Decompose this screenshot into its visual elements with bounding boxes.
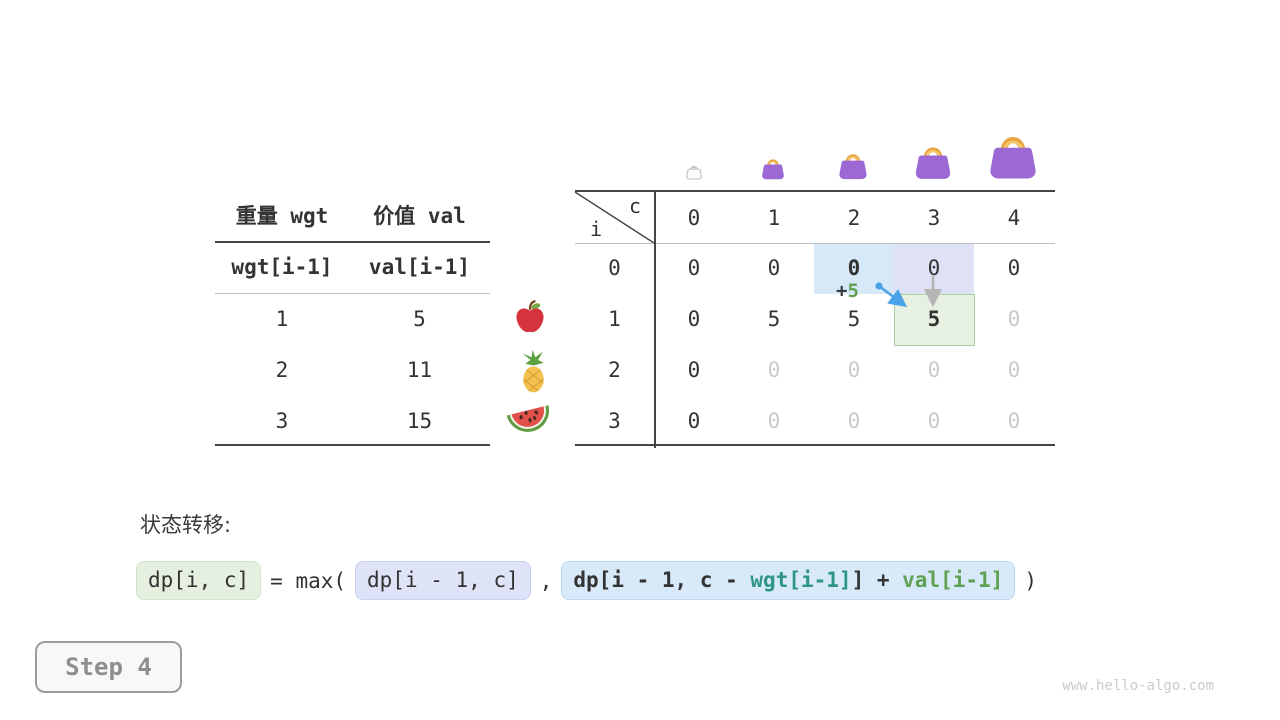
dp-row-header: 0 — [608, 256, 621, 281]
state-transition-formula: dp[i, c] = max( dp[i - 1, c] , dp[i - 1,… — [136, 561, 1037, 601]
dp-col-header: 0 — [687, 205, 701, 230]
close-paren-text: ) — [1024, 568, 1037, 593]
dp-cell-2-2: 0 — [847, 357, 861, 382]
apple-icon — [516, 300, 544, 333]
item-3-value: 15 — [406, 408, 433, 433]
items-table-var-rule — [215, 293, 490, 294]
dp-cell-1-3: 5 — [927, 307, 941, 332]
val-var-cell: val[i-1] — [368, 255, 471, 279]
diagonal-divider — [575, 192, 654, 243]
dp-row-header: 3 — [608, 408, 621, 433]
dp-cell-3-0: 0 — [687, 408, 701, 433]
dp-row-header: 1 — [608, 307, 621, 332]
bag-size-2-icon — [839, 154, 867, 180]
val-term: val[i-1] — [902, 568, 1004, 592]
item-3-weight: 3 — [275, 408, 289, 433]
plus-value-annotation: +5 — [836, 280, 859, 302]
dp-cell-3-2: 0 — [847, 408, 861, 433]
dp-col-header: 1 — [767, 205, 781, 230]
dp-cell-2-4: 0 — [1007, 357, 1021, 382]
item-1-weight: 1 — [275, 306, 289, 331]
dp-corner-cell: c i — [575, 192, 654, 243]
dp-col-header: 3 — [927, 205, 941, 230]
dp-cell-0-4: 0 — [1007, 256, 1021, 281]
watermelon-icon — [506, 405, 550, 432]
dp-cell-1-1: 5 — [767, 307, 781, 332]
weight-column-header: 重量 wgt — [235, 203, 329, 228]
dp-cell-1-2: 5 — [847, 307, 861, 332]
dp-cell-0-1: 0 — [767, 256, 781, 281]
bag-size-3-icon — [915, 147, 951, 179]
state-transition-label: 状态转移: — [140, 513, 232, 537]
dp-cell-2-0: 0 — [687, 357, 701, 382]
dp-cell-3-4: 0 — [1007, 408, 1021, 433]
item-1-value: 5 — [413, 306, 426, 331]
dp-cell-2-1: 0 — [767, 357, 781, 382]
capacity-axis-label: c — [628, 194, 641, 218]
watermark: www.hello-algo.com — [1062, 678, 1214, 694]
pineapple-icon — [522, 349, 544, 393]
items-table-bottom-rule — [215, 444, 490, 446]
wgt-var-cell: wgt[i-1] — [231, 255, 333, 279]
dp-cell-3-3: 0 — [927, 408, 941, 433]
comma-text: , — [539, 568, 553, 593]
dp-current-chip: dp[i, c] — [136, 561, 262, 601]
wgt-term: wgt[i-1] — [750, 568, 852, 592]
dp-take-chip: dp[i - 1, c - wgt[i-1]] + val[i-1] — [561, 561, 1016, 601]
dp-cell-0-0: 0 — [687, 256, 701, 281]
item-axis-label: i — [590, 217, 603, 241]
dp-cell-1-4: 0 — [1007, 307, 1021, 332]
item-2-weight: 2 — [275, 357, 289, 382]
dp-row-header: 2 — [608, 357, 621, 382]
items-table: 重量 wgt 价值 val wgt[i-1] val[i-1] 1 5 2 11… — [215, 188, 490, 446]
bag-size-4-icon — [990, 137, 1036, 179]
equals-max-text: = max( — [270, 568, 347, 593]
bag-empty-icon — [686, 165, 702, 180]
dp-header-rule — [575, 243, 1055, 244]
dp-table: c i 0 1 2 3 4 0 0 0 0 0 0 1 0 5 5 5 0 2 … — [575, 190, 1055, 448]
dp-cell-0-2: 0 — [847, 256, 861, 281]
dp-cell-0-3: 0 — [927, 256, 941, 281]
dp-skip-chip: dp[i - 1, c] — [355, 561, 531, 601]
step-button[interactable]: Step 4 — [35, 641, 182, 693]
item-2-value: 11 — [406, 357, 433, 382]
dp-cell-1-0: 0 — [687, 307, 701, 332]
items-table-header-rule — [215, 241, 490, 243]
dp-cell-3-1: 0 — [767, 408, 781, 433]
dp-col-header: 4 — [1007, 205, 1021, 230]
dp-cell-2-3: 0 — [927, 357, 941, 382]
bag-size-1-icon — [762, 159, 784, 180]
dp-vertical-rule — [654, 190, 656, 448]
value-column-header: 价值 val — [373, 203, 466, 228]
dp-col-header: 2 — [847, 205, 861, 230]
